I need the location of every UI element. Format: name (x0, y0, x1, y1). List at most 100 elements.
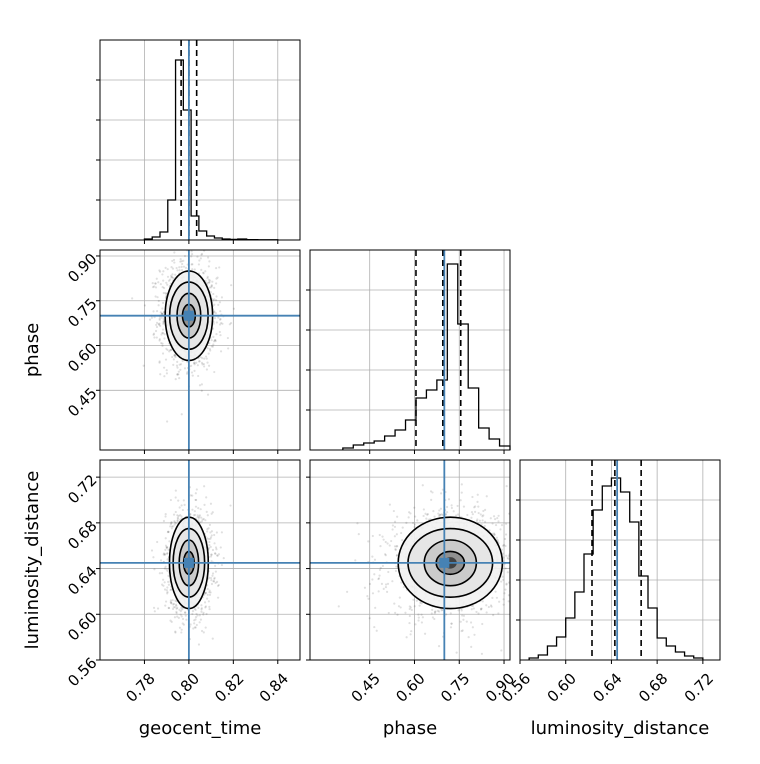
panel-phase-vs-luminosity-distance-sample-point (400, 581, 403, 584)
panel-geocent-time-vs-luminosity-distance-sample-point (189, 623, 192, 626)
panel-geocent-time-vs-phase-sample-point (151, 282, 154, 285)
panel-geocent-time-vs-luminosity-distance-sample-point (174, 631, 177, 634)
panel-geocent-time-vs-phase-sample-point (164, 292, 167, 295)
panel-phase-vs-luminosity-distance-sample-point (373, 558, 377, 561)
panel-geocent-time-vs-luminosity-distance-sample-point (189, 494, 192, 497)
panel-geocent-time-vs-luminosity-distance-sample-point (219, 546, 222, 549)
panel-geocent-time-vs-phase-sample-point (210, 284, 213, 288)
panel-phase-vs-luminosity-distance-sample-point (470, 645, 473, 648)
panel-phase-vs-luminosity-distance-sample-point (394, 548, 397, 552)
panel-geocent-time-vs-luminosity-distance-sample-point (213, 577, 216, 581)
panel-geocent-time-vs-luminosity-distance-sample-point (209, 591, 212, 594)
hist-geocent-time-steps (143, 59, 279, 241)
panel-geocent-time-vs-phase-sample-point (157, 322, 160, 326)
panel-geocent-time-vs-luminosity-distance-frame (99, 459, 301, 661)
panel-geocent-time-vs-luminosity-distance-sample-point (216, 554, 219, 557)
panel-geocent-time-vs-phase-sample-point (160, 316, 163, 319)
panel-geocent-time-vs-luminosity-distance-sample-point (211, 511, 214, 514)
panel-phase-vs-luminosity-distance-sample-point (393, 602, 396, 605)
panel-geocent-time-vs-phase-sample-point (158, 269, 161, 272)
panel-phase-vs-luminosity-distance-sample-point (500, 524, 504, 527)
panel-phase-vs-luminosity-distance-sample-point (482, 514, 485, 517)
panel-phase-vs-luminosity-distance-frame (309, 459, 511, 661)
panel-geocent-time-vs-luminosity-distance-sample-point (214, 564, 217, 567)
panel-geocent-time-vs-luminosity-distance-sample-point (183, 503, 186, 506)
panel-geocent-time-vs-luminosity-distance-sample-point (216, 554, 219, 557)
panel-geocent-time-vs-phase-sample-point (206, 277, 209, 280)
panel-geocent-time-vs-luminosity-distance-sample-point (170, 601, 173, 605)
panel-geocent-time-vs-luminosity-distance-xtick-label: 0.84 (256, 670, 292, 706)
panel-geocent-time-vs-phase-sample-point (158, 317, 161, 320)
panel-phase-vs-luminosity-distance-xtick-label: 0.75 (437, 670, 473, 706)
panel-phase-vs-luminosity-distance-sample-point (433, 612, 436, 615)
panel-geocent-time-vs-phase-sample-point (161, 307, 164, 310)
panel-phase-vs-luminosity-distance-sample-point (502, 578, 505, 581)
panel-geocent-time-vs-luminosity-distance-sample-point (207, 527, 210, 530)
panel-geocent-time-vs-luminosity-distance-sample-point (176, 520, 179, 523)
panel-phase-vs-luminosity-distance-sample-point (461, 614, 464, 617)
panel-geocent-time-vs-phase-sample-point (183, 254, 187, 258)
panel-phase-vs-luminosity-distance-sample-point (503, 537, 507, 541)
panel-geocent-time-vs-phase-sample-point (219, 318, 222, 321)
panel-geocent-time-vs-luminosity-distance-sample-point (164, 515, 167, 518)
panel-geocent-time-vs-luminosity-distance-sample-point (165, 546, 168, 549)
panel-geocent-time-vs-luminosity-distance-sample-point (229, 504, 232, 507)
panel-phase-vs-luminosity-distance-sample-point (429, 490, 433, 493)
panel-geocent-time-vs-luminosity-distance-sample-point (153, 568, 156, 571)
panel-phase-vs-luminosity-distance-sample-point (373, 573, 376, 576)
panel-geocent-time-vs-luminosity-distance-sample-point (164, 548, 167, 551)
panel-geocent-time-vs-luminosity-distance-sample-point (212, 580, 215, 583)
panel-geocent-time-vs-luminosity-distance-sample-point (210, 579, 213, 582)
panel-geocent-time-vs-luminosity-distance-sample-point (189, 513, 192, 516)
panel-geocent-time-vs-luminosity-distance-sample-point (170, 602, 173, 605)
panel-geocent-time-vs-luminosity-distance-sample-point (162, 519, 166, 523)
panel-phase-vs-luminosity-distance-sample-point (426, 513, 429, 516)
panel-phase-vs-luminosity-distance-sample-point (477, 511, 480, 515)
panel-geocent-time-vs-luminosity-distance-sample-point (199, 508, 202, 511)
panel-phase-vs-luminosity-distance-sample-point (503, 592, 506, 595)
panel-phase-vs-luminosity-distance-sample-point (396, 545, 399, 548)
panel-phase-vs-luminosity-distance-sample-point (481, 519, 484, 522)
panel-phase-vs-luminosity-distance-sample-point (474, 505, 477, 508)
panel-phase-vs-luminosity-distance-sample-point (410, 630, 413, 633)
panel-geocent-time-vs-phase-sample-point (162, 366, 166, 369)
panel-geocent-time-vs-luminosity-distance-sample-point (194, 626, 197, 629)
panel-geocent-time-vs-phase-sample-point (164, 266, 167, 269)
panel-geocent-time-vs-luminosity-distance-sample-point (208, 523, 212, 526)
panel-phase-vs-luminosity-distance-sample-point (422, 508, 425, 511)
panel-phase-vs-luminosity-distance-sample-point (483, 524, 486, 528)
panel-geocent-time-vs-luminosity-distance-sample-point (206, 597, 209, 600)
panel-phase-vs-luminosity-distance-sample-point (502, 543, 506, 547)
panel-geocent-time-vs-luminosity-distance-sample-point (152, 556, 155, 559)
panel-phase-vs-luminosity-distance-sample-point (489, 517, 492, 520)
panel-geocent-time-vs-phase-sample-point (213, 317, 217, 320)
panel-phase-vs-luminosity-distance-sample-point (405, 636, 408, 639)
panel-geocent-time-vs-phase-sample-point (227, 347, 230, 350)
panel-phase-vs-luminosity-distance-sample-point (407, 511, 411, 514)
panel-geocent-time-vs-phase-sample-point (166, 420, 169, 423)
panel-geocent-time-vs-phase-sample-point (164, 358, 168, 361)
panel-phase-vs-luminosity-distance-sample-point (438, 610, 441, 613)
panel-geocent-time-vs-phase-sample-point (198, 360, 201, 363)
panel-phase-vs-luminosity-distance-sample-point (379, 566, 382, 569)
panel-geocent-time-vs-phase-sample-point (190, 364, 193, 367)
panel-geocent-time-vs-phase-sample-point (158, 339, 161, 342)
panel-geocent-time-vs-phase-sample-point (219, 310, 222, 313)
panel-geocent-time-vs-phase-sample-point (174, 378, 177, 381)
panel-geocent-time-vs-phase-sample-point (201, 357, 204, 360)
panel-phase-vs-luminosity-distance-sample-point (418, 604, 421, 607)
panel-geocent-time-vs-luminosity-distance-sample-point (204, 605, 208, 608)
panel-geocent-time-vs-phase-sample-point (184, 266, 188, 270)
hist-luminosity-distance-xtick-label: 0.72 (681, 670, 717, 706)
panel-geocent-time-vs-luminosity-distance-sample-point (165, 568, 168, 571)
panel-geocent-time-vs-luminosity-distance-sample-point (191, 612, 194, 616)
panel-geocent-time-vs-luminosity-distance-ytick-label: 0.68 (64, 517, 100, 553)
panel-geocent-time-vs-phase-sample-point (161, 344, 164, 347)
panel-geocent-time-vs-luminosity-distance-sample-point (164, 544, 168, 547)
panel-geocent-time-vs-luminosity-distance-sample-point (203, 503, 206, 506)
panel-geocent-time-vs-luminosity-distance-sample-point (214, 546, 218, 549)
panel-geocent-time-vs-luminosity-distance-sample-point (182, 499, 185, 502)
panel-geocent-time-vs-phase-sample-point (163, 375, 166, 378)
panel-geocent-time-vs-luminosity-distance-sample-point (169, 588, 172, 592)
panel-phase-vs-luminosity-distance-sample-point (371, 578, 374, 581)
